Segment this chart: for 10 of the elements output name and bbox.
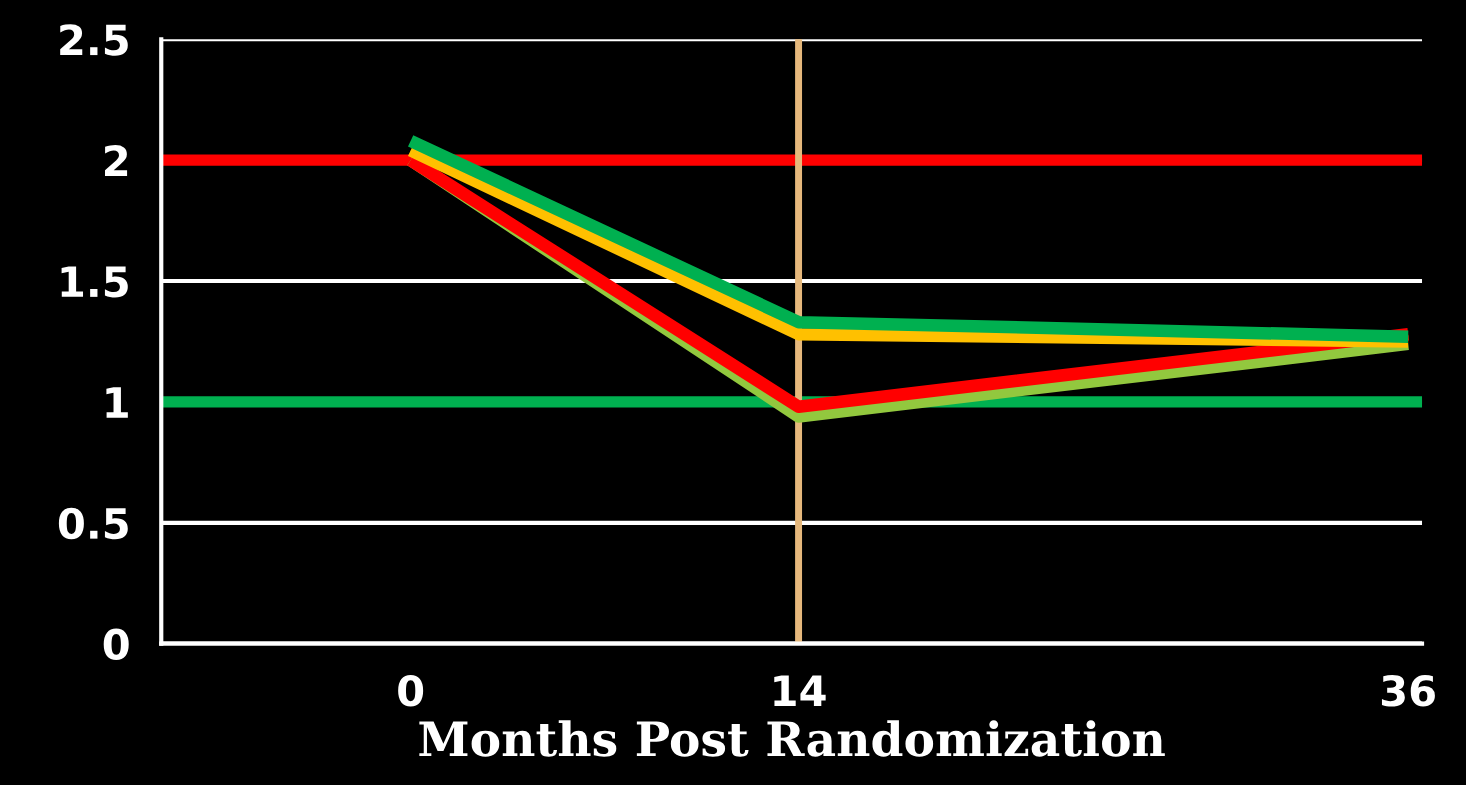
y-tick-label: 0.5: [58, 507, 128, 540]
y-tick-label: 0: [103, 628, 129, 661]
y-tick-label: 1.5: [61, 266, 128, 298]
y-tick-label: 2: [105, 145, 128, 176]
y-tick-label: 1: [106, 387, 128, 418]
x-tick-label: 14: [774, 675, 826, 706]
x-tick-label: 0: [398, 674, 424, 707]
x-tick-label: 36: [1381, 674, 1435, 707]
y-tick-label: 2.5: [60, 24, 128, 56]
x-axis-title: Months Post Randomization: [419, 720, 1165, 757]
